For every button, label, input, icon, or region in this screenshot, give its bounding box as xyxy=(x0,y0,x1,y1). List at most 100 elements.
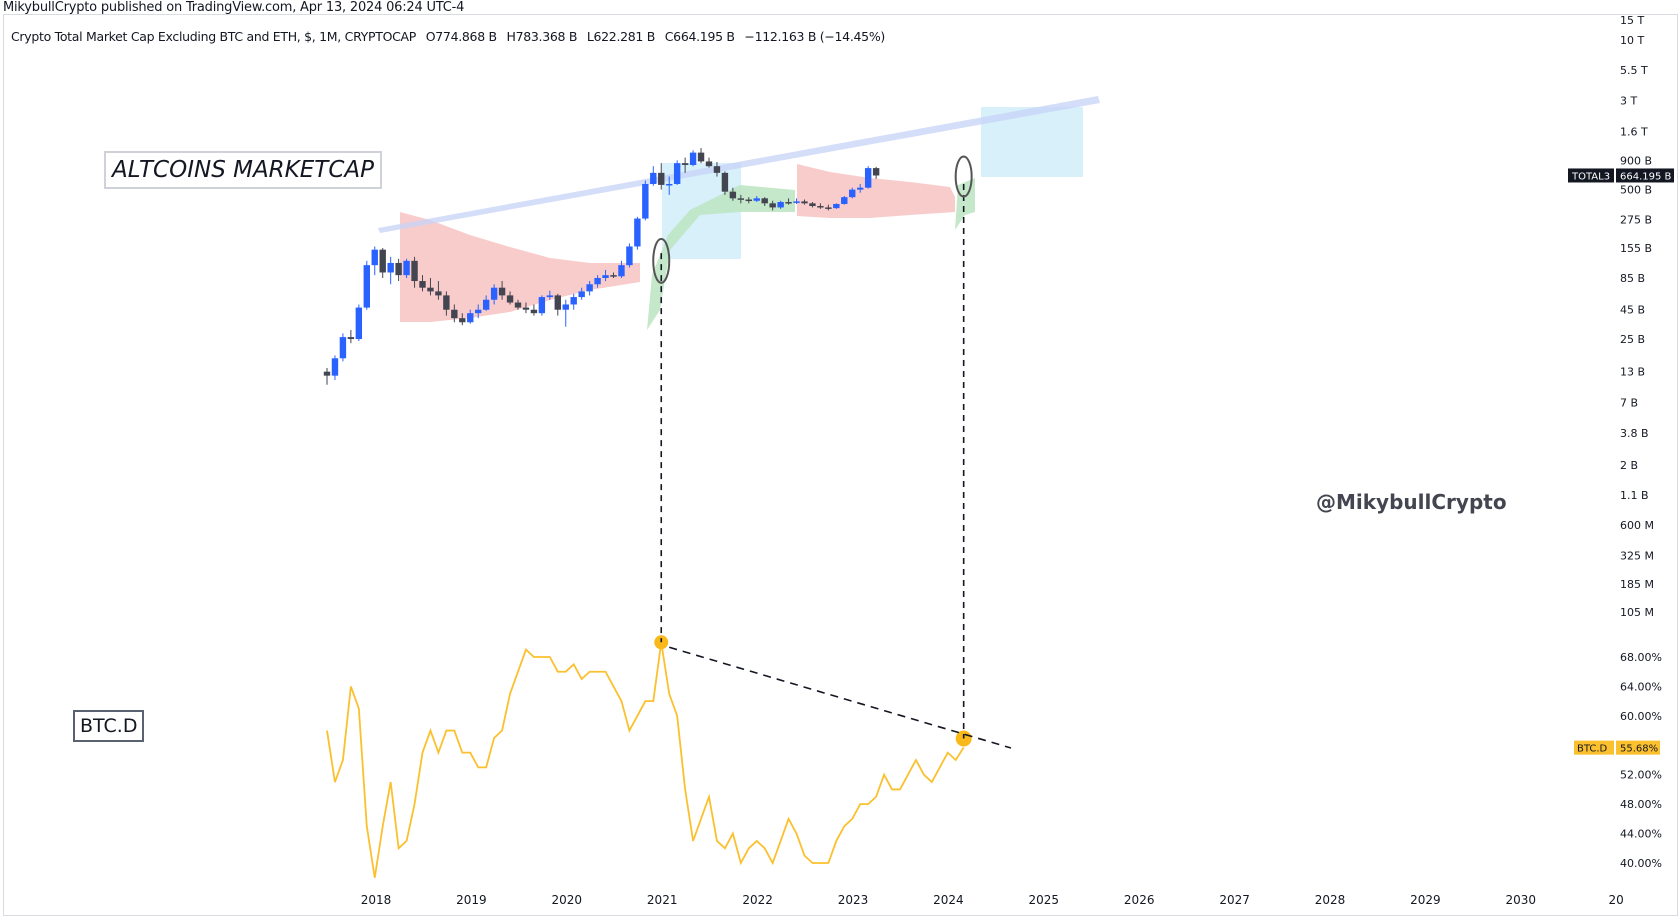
price-tick-label: 25 B xyxy=(1620,333,1645,346)
candle-body xyxy=(482,299,490,310)
legend-high: H783.368 B xyxy=(506,29,578,44)
total3-series-label: TOTAL3 xyxy=(1571,171,1610,182)
price-tick-label: 3.8 B xyxy=(1620,427,1649,440)
legend-low: L622.281 B xyxy=(586,29,656,44)
btcd-value-badge xyxy=(1616,740,1660,755)
candle-body xyxy=(801,201,808,204)
candle-body xyxy=(459,318,466,323)
price-tick-label: 185 M xyxy=(1620,578,1654,591)
time-axis: 2018 2019 2020 2021 2022 2023 2024 2025 2026 2027… xyxy=(361,893,1624,907)
published-header: MikybullCrypto published on TradingView.… xyxy=(3,0,465,15)
time-tick-label: 2029 xyxy=(1410,893,1441,907)
price-tick-label: 600 M xyxy=(1620,519,1654,532)
dominance-tick-label: 48.00% xyxy=(1620,798,1662,811)
price-tick-label: 45 B xyxy=(1620,304,1645,317)
candle-body xyxy=(586,284,593,292)
candle-body xyxy=(355,307,363,340)
candle-body xyxy=(642,183,649,219)
candle-body xyxy=(395,262,402,276)
candle-body xyxy=(658,172,665,185)
candle-body xyxy=(347,337,355,340)
candle-body xyxy=(610,275,617,277)
candle-body xyxy=(793,201,800,203)
btcd-last-value: 55.68% xyxy=(1620,744,1658,755)
price-tick-label: 1.1 B xyxy=(1620,489,1649,502)
price-tick-label: 275 B xyxy=(1620,213,1652,226)
candle-body xyxy=(705,161,713,167)
candle-body xyxy=(713,166,721,173)
candle-body xyxy=(761,198,768,204)
time-tick-label: 2022 xyxy=(742,893,773,907)
candle-body xyxy=(371,249,378,266)
candle-body xyxy=(451,309,458,319)
candle-body xyxy=(681,163,689,165)
time-tick-label: 2024 xyxy=(933,893,964,907)
candle-body xyxy=(562,304,569,310)
candle-body xyxy=(650,172,657,184)
candle-body xyxy=(546,295,554,298)
dominance-tick-label: 60.00% xyxy=(1620,710,1662,723)
time-tick-label: 2027 xyxy=(1219,893,1250,907)
trend-channel-band xyxy=(378,96,1100,233)
candle-body xyxy=(769,203,776,208)
candle-body xyxy=(817,206,824,208)
candle-body xyxy=(331,358,339,376)
candle-body xyxy=(578,291,585,298)
candle-body xyxy=(506,295,514,303)
candle-body xyxy=(339,337,347,359)
candle-body xyxy=(411,260,418,282)
candle-body xyxy=(323,371,331,376)
candle-body xyxy=(427,287,434,292)
candle-body xyxy=(673,163,681,184)
price-tick-label: 2 B xyxy=(1620,459,1638,472)
candle-body xyxy=(498,287,506,296)
candle-body xyxy=(570,297,577,305)
price-tick-label: 13 B xyxy=(1620,366,1645,379)
candle-body xyxy=(745,199,752,202)
legend-change: −112.163 B (−14.45%) xyxy=(744,29,885,44)
time-tick-label: 2020 xyxy=(552,893,583,907)
time-tick-label: 20 xyxy=(1609,893,1624,907)
dominance-tick-label: 68.00% xyxy=(1620,651,1662,664)
candle-body xyxy=(435,291,442,296)
price-tick-label: 15 T xyxy=(1620,14,1644,27)
symbol-legend: Crypto Total Market Cap Excluding BTC an… xyxy=(11,29,891,44)
candle-body xyxy=(634,218,641,247)
watermark-handle: @MikybullCrypto xyxy=(1316,490,1507,514)
price-tick-label: 5.5 T xyxy=(1620,64,1648,77)
price-tick-label: 500 B xyxy=(1620,184,1652,197)
legend-title: Crypto Total Market Cap Excluding BTC an… xyxy=(11,29,417,44)
candle-body xyxy=(697,152,705,162)
candle-body xyxy=(841,197,848,204)
candle-body xyxy=(387,262,394,273)
ellipse-2021 xyxy=(652,237,671,284)
candle-body xyxy=(777,202,784,208)
dominance-tick-label: 40.00% xyxy=(1620,857,1662,870)
candle-body xyxy=(872,168,880,176)
candle-body xyxy=(379,249,386,273)
price-tick-label: 1.6 T xyxy=(1620,126,1648,139)
candle-body xyxy=(626,246,633,266)
green-zone-2021 xyxy=(647,185,795,330)
btcd-lower-high-trendline xyxy=(669,646,1012,749)
time-tick-label: 2025 xyxy=(1029,893,1060,907)
candle-body xyxy=(721,172,729,192)
btcd-series-badge xyxy=(1574,740,1614,755)
total3-series-badge xyxy=(1568,168,1614,183)
price-tick-label: 325 M xyxy=(1620,550,1654,563)
price-tick-label: 7 B xyxy=(1620,397,1638,410)
candle-body xyxy=(522,307,530,310)
time-tick-label: 2018 xyxy=(361,893,392,907)
candle-body xyxy=(490,287,498,300)
candle-body xyxy=(729,191,737,199)
price-tick-label: 155 B xyxy=(1620,242,1652,255)
candle-body xyxy=(618,265,625,277)
price-axis: 15 T 10 T 5.5 T 3 T 1.6 T 900 B 500 B 275 B 155 … xyxy=(1568,14,1674,870)
price-tick-label: 10 T xyxy=(1620,34,1644,47)
candle-body xyxy=(419,281,426,288)
candle-body xyxy=(785,202,792,204)
time-tick-label: 2028 xyxy=(1315,893,1346,907)
trend-channel-layer xyxy=(378,96,1100,233)
